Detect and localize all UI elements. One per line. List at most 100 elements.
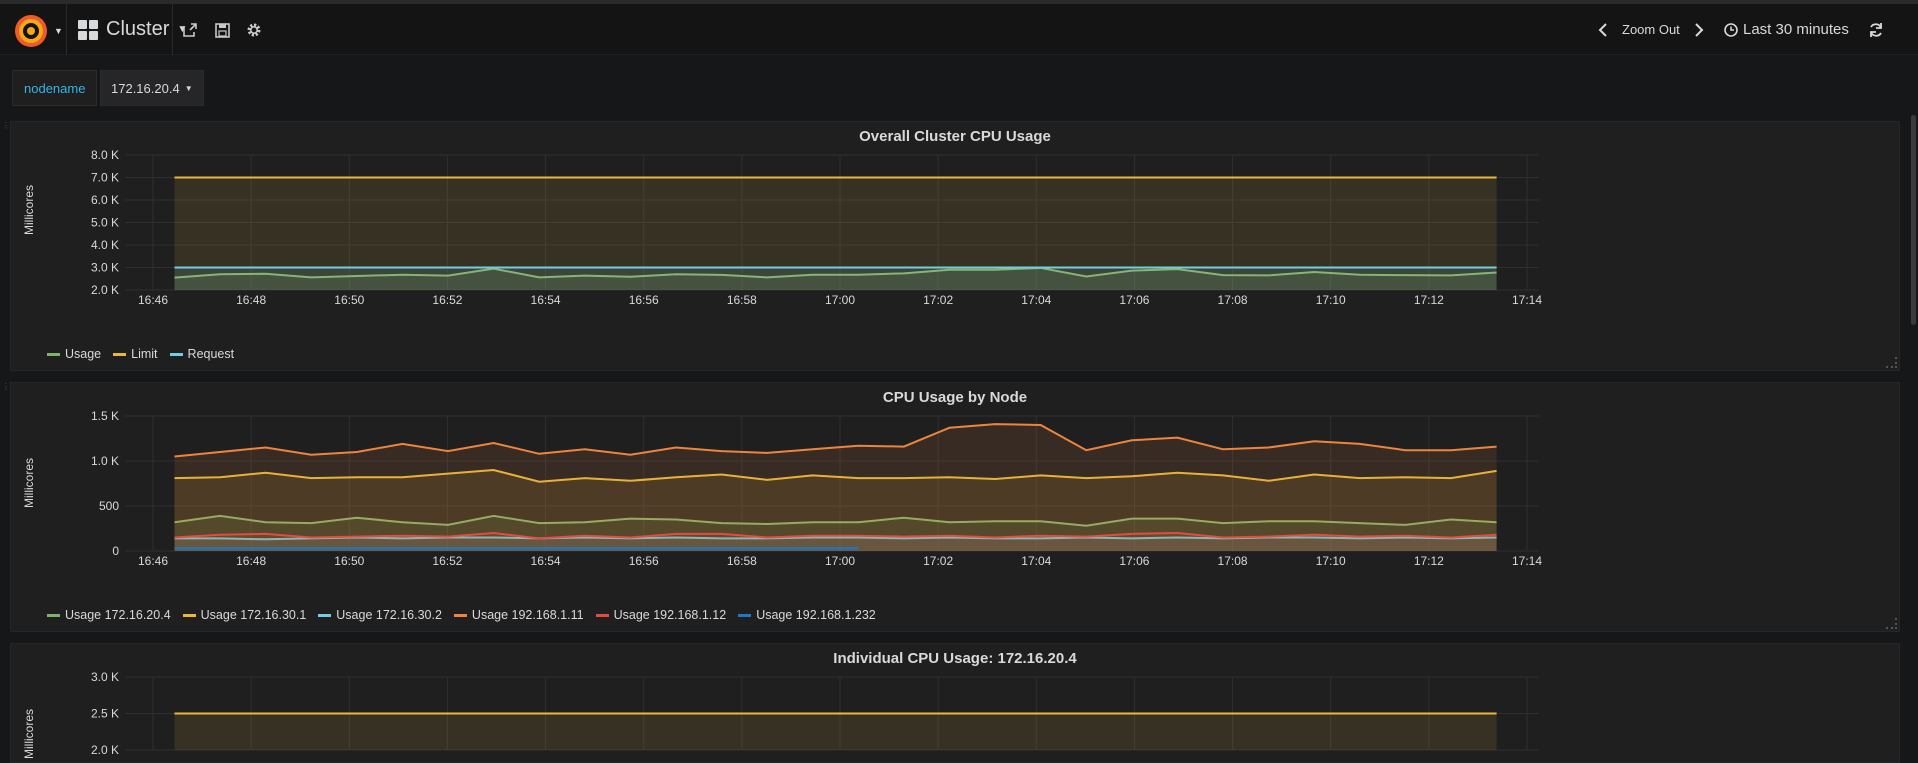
legend-swatch: [595, 613, 609, 617]
legend-item[interactable]: Usage 172.16.30.2: [318, 608, 442, 622]
save-button[interactable]: [210, 18, 234, 42]
grafana-logo-icon[interactable]: [12, 12, 50, 50]
x-tick-label: 17:04: [1021, 554, 1051, 568]
share-button[interactable]: [178, 18, 202, 42]
legend-swatch: [318, 613, 332, 617]
panel-resize-handle[interactable]: [1886, 618, 1897, 629]
y-tick-label: 2.0 K: [91, 283, 119, 297]
panel-resize-handle[interactable]: [1886, 357, 1897, 368]
legend-swatch: [738, 613, 752, 617]
y-tick-label: 3.0 K: [91, 261, 119, 275]
legend-item[interactable]: Usage: [47, 347, 101, 361]
series-area-limit: [174, 713, 1497, 750]
x-tick-label: 17:10: [1316, 293, 1346, 307]
panel-title[interactable]: CPU Usage by Node: [882, 389, 1028, 406]
series-area-usage: [174, 267, 1497, 290]
settings-gear-icon: [247, 23, 261, 37]
x-tick-label: 16:54: [531, 554, 561, 568]
series-line-usage-172-16-30-1: [174, 468, 1497, 483]
x-tick-label: 16:48: [236, 293, 266, 307]
x-tick-label: 16:58: [727, 293, 757, 307]
variable-value: 172.16.20.4: [111, 80, 180, 96]
series-area-request: [174, 267, 1497, 290]
x-tick-label: 16:50: [334, 293, 364, 307]
variable-select-nodename[interactable]: 172.16.20.4 ▼: [100, 70, 204, 106]
share-icon: [183, 23, 197, 37]
time-range-picker[interactable]: Last 30 minutes: [1724, 4, 1849, 55]
legend-swatch: [113, 352, 127, 356]
clock-icon: [1724, 22, 1738, 37]
page-scrollbar[interactable]: [1908, 55, 1918, 748]
x-tick-label: 16:46: [138, 293, 168, 307]
y-axis-title: Millicores: [22, 709, 36, 759]
chart-individual-cpu: 2.0 K 2.5 K 3.0 K Millicores: [22, 670, 1539, 759]
dashboard-picker[interactable]: Cluster ▼: [78, 4, 187, 55]
legend-item[interactable]: Request: [169, 347, 234, 361]
chart-overall-cluster-cpu: 2.0 K 3.0 K 4.0 K 5.0 K 6.0 K 7.0 K 8.0 K 16:46…: [22, 148, 1542, 307]
dashboard-grid-icon: [78, 19, 98, 40]
y-tick-label: 1.0 K: [91, 454, 119, 468]
series-area-usage-192-168-1-11: [174, 424, 1497, 551]
x-tick-label: 17:00: [825, 554, 855, 568]
x-tick-label: 16:52: [432, 554, 462, 568]
y-tick-label: 7.0 K: [91, 171, 119, 185]
legend-label: Usage 172.16.30.1: [200, 608, 307, 622]
y-tick-label: 1.5 K: [91, 409, 119, 423]
x-tick-label: 17:02: [923, 293, 953, 307]
caret-down-icon: ▼: [184, 83, 193, 93]
top-navbar: ▼ Cluster ▼ Zoom Out Last 30 minutes: [0, 0, 1918, 55]
zoom-out-label: Zoom Out: [1622, 22, 1680, 37]
legend-item[interactable]: Usage 172.16.30.1: [182, 608, 307, 622]
zoom-forward-button[interactable]: [1694, 4, 1704, 55]
series-area-usage-172-16-30-1: [174, 470, 1497, 551]
legend-item[interactable]: Limit: [113, 347, 158, 361]
y-tick-label: 0: [112, 544, 119, 558]
series-line-usage-172-16-30-2: [174, 536, 1497, 541]
x-tick-label: 16:58: [727, 554, 757, 568]
legend-item[interactable]: Usage 192.168.1.232: [738, 608, 876, 622]
panel-drag-handle[interactable]: ⋮: [2, 121, 10, 130]
x-tick-label: 16:56: [629, 293, 659, 307]
legend-swatch: [182, 613, 196, 617]
x-tick-label: 16:54: [531, 293, 561, 307]
settings-button[interactable]: [242, 18, 266, 42]
legend-label: Usage 192.168.1.232: [756, 608, 876, 622]
series-area-limit: [174, 177, 1497, 290]
series-area-usage-172-16-20-4: [174, 515, 1497, 551]
series-line-usage-172-16-20-4: [174, 514, 1497, 527]
x-tick-label: 17:06: [1119, 554, 1149, 568]
panel-drag-handle[interactable]: ⋮: [2, 382, 10, 391]
y-axis-title: Millicores: [22, 458, 36, 508]
panel-title[interactable]: Overall Cluster CPU Usage: [859, 128, 1051, 145]
x-tick-label: 17:02: [923, 554, 953, 568]
x-tick-label: 17:08: [1218, 554, 1248, 568]
legend-swatch: [453, 613, 467, 617]
y-tick-label: 500: [99, 499, 119, 513]
legend-swatch: [47, 352, 60, 356]
legend-label: Limit: [131, 347, 158, 361]
legend-swatch: [169, 352, 183, 356]
x-tick-label: 16:56: [629, 554, 659, 568]
zoom-out-button[interactable]: Zoom Out: [1622, 4, 1680, 55]
x-tick-label: 16:46: [138, 554, 168, 568]
panel-title[interactable]: Individual CPU Usage: 172.16.20.4: [833, 650, 1077, 667]
time-range-label: Last 30 minutes: [1743, 21, 1849, 38]
x-tick-label: 17:08: [1218, 293, 1248, 307]
chevron-right-icon: [1695, 22, 1704, 37]
legend-label: Usage 192.168.1.11: [471, 608, 584, 622]
scrollbar-thumb[interactable]: [1911, 115, 1916, 325]
refresh-button[interactable]: [1868, 4, 1884, 55]
legend-item[interactable]: Usage 192.168.1.12: [595, 608, 726, 622]
zoom-back-button[interactable]: [1598, 4, 1608, 55]
series-line-usage-192-168-1-12: [174, 531, 1497, 540]
y-tick-label: 2.0 K: [91, 743, 119, 757]
logo-caret-icon[interactable]: ▼: [54, 26, 63, 36]
legend-item[interactable]: Usage 172.16.20.4: [47, 608, 171, 622]
panel-overall-cluster-cpu: Overall Cluster CPU Usage 2.0 K 3.0 K 4.0 …: [10, 121, 1900, 371]
legend-item[interactable]: Usage 192.168.1.11: [453, 608, 584, 622]
chart-cpu-usage-by-node: 0 500 1.0 K 1.5 K 16:46 16:48 16:50 16:52 16:54 1…: [22, 409, 1542, 568]
y-tick-label: 4.0 K: [91, 238, 119, 252]
refresh-icon: [1870, 22, 1882, 37]
y-tick-label: 5.0 K: [91, 216, 119, 230]
